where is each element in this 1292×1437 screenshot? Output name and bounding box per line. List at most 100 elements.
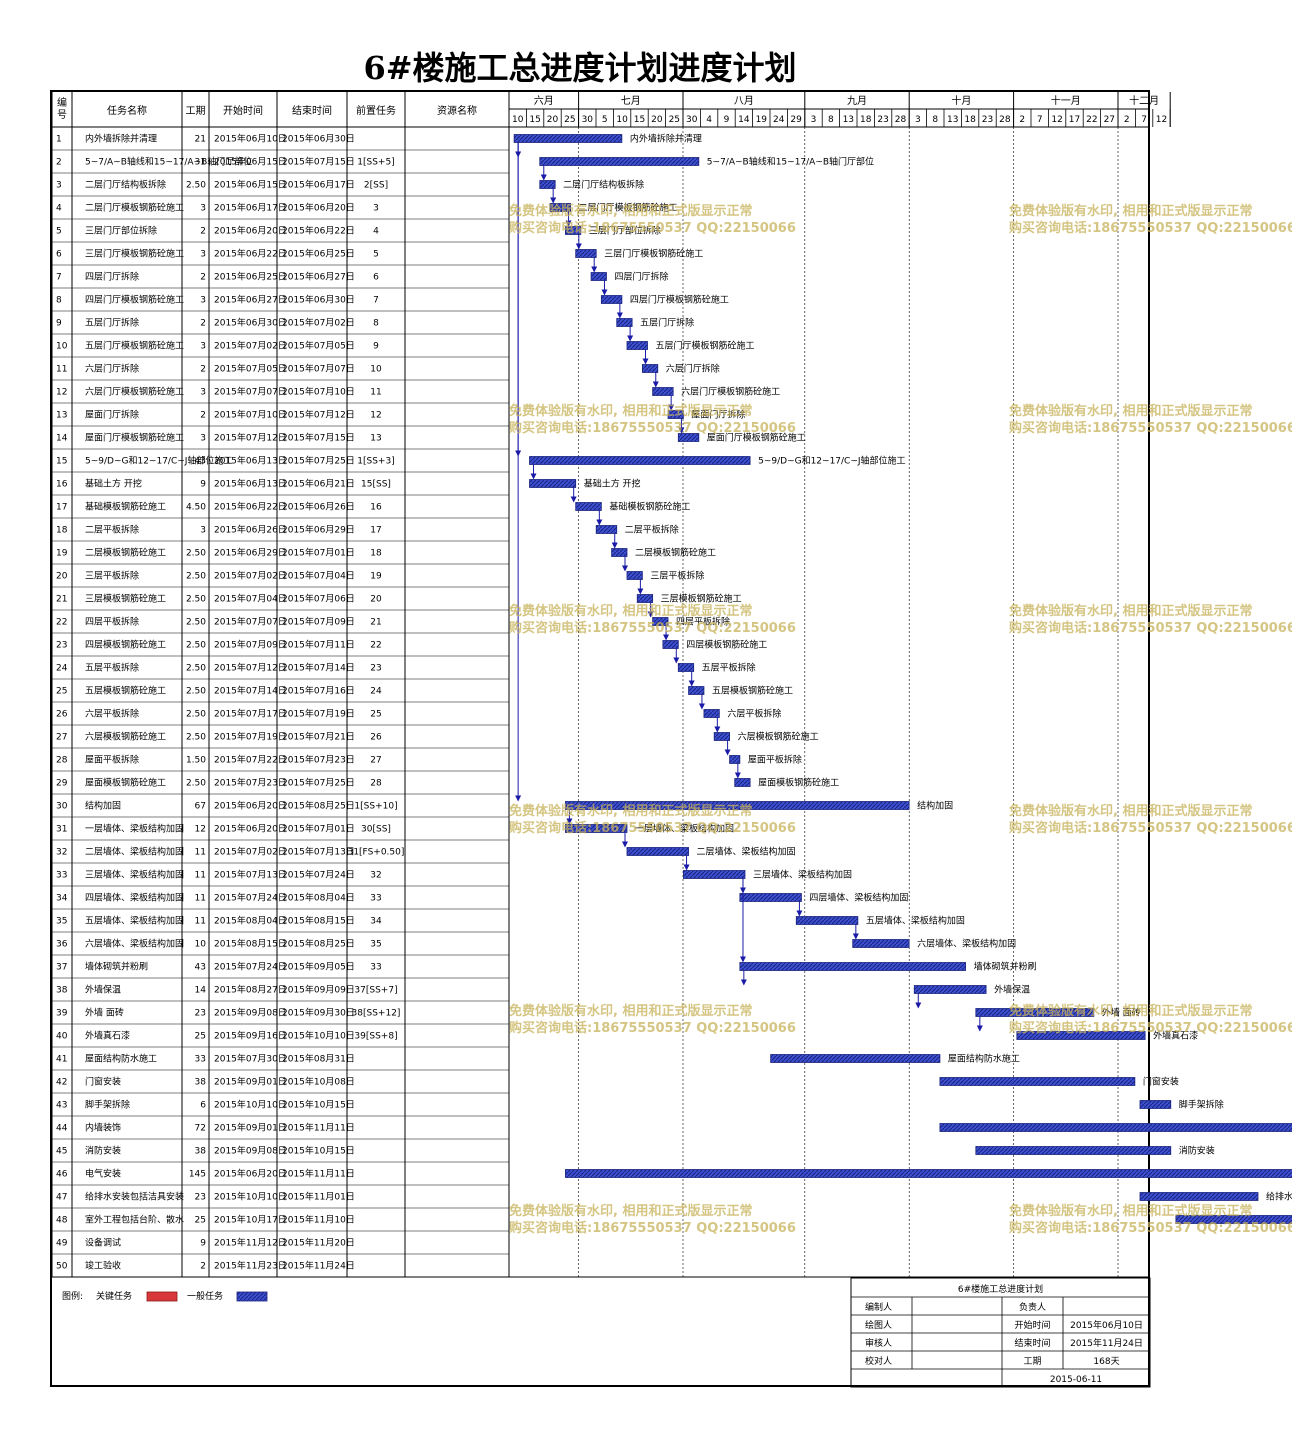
task-name: 三层门厅模板钢筋砼施工 (85, 248, 184, 260)
task-id: 5 (56, 227, 62, 237)
timeline-day: 3 (915, 115, 921, 125)
gantt-bar (770, 1054, 941, 1063)
timeline-day: 13 (843, 115, 854, 125)
info-cell: 编制人 (865, 1301, 892, 1313)
column-header-res: 资源名称 (437, 104, 477, 117)
task-duration: 2.50 (186, 572, 206, 582)
task-start: 2015年06月13日 (214, 455, 287, 467)
timeline-month: 八月 (734, 95, 754, 107)
gantt-bar (1139, 1100, 1172, 1109)
task-predecessor: 2[SS] (364, 181, 388, 191)
page-title: 6#楼施工总进度计划进度计划 (363, 49, 797, 87)
task-name: 五层模板钢筋砼施工 (85, 685, 166, 697)
task-duration: 2.50 (186, 664, 206, 674)
task-id: 42 (56, 1078, 67, 1088)
task-name: 5~7/A~B轴线和15~17/A~B轴门厅部位 (85, 156, 252, 168)
task-id: 2 (56, 158, 62, 168)
gantt-bar-label: 屋面模板钢筋砼施工 (758, 777, 839, 789)
task-name: 三层门厅部位拆除 (85, 225, 157, 237)
watermark-line-1: 免费体验版有水印, 相用和正式版显示正常 (509, 803, 752, 819)
task-start: 2015年06月20日 (214, 1168, 287, 1180)
gantt-bar-label: 五层墙体、梁板结构加固 (866, 915, 965, 927)
task-predecessor: 5 (373, 250, 379, 260)
task-name: 消防安装 (85, 1145, 121, 1157)
timeline-day: 12 (1156, 115, 1167, 125)
task-name: 六层平板拆除 (85, 708, 139, 720)
info-cell: 绘图人 (865, 1319, 892, 1331)
task-name: 屋面门厅模板钢筋砼施工 (85, 432, 184, 444)
task-predecessor: 1[SS+3] (357, 457, 394, 467)
task-id: 30 (56, 802, 68, 812)
task-predecessor: 26 (370, 733, 382, 743)
gantt-bar (616, 318, 633, 327)
timeline-day: 8 (932, 115, 938, 125)
gantt-bar (734, 778, 751, 787)
gantt-bar-label: 六层门厅模板钢筋砼施工 (681, 386, 780, 398)
column-header-start: 开始时间 (223, 104, 263, 117)
task-finish: 2015年07月12日 (282, 409, 355, 421)
watermark-line-2: 购买咨询电话:18675550537 QQ:22150066 (509, 220, 796, 236)
gantt-bar (565, 226, 582, 235)
gantt-bar-label: 5~7/A~B轴线和15~17/A~B轴门厅部位 (707, 156, 874, 168)
gantt-bar-label: 二层模板钢筋砼施工 (635, 547, 716, 559)
task-start: 2015年09月01日 (214, 1076, 287, 1088)
legend-critical-label: 关键任务 (96, 1290, 132, 1302)
task-duration: 2.50 (186, 733, 206, 743)
column-header-pred: 前置任务 (356, 104, 396, 117)
gantt-bar-label: 外墙保温 (994, 984, 1030, 996)
task-start: 2015年07月24日 (214, 892, 287, 904)
task-name: 内墙装饰 (85, 1122, 121, 1134)
info-box (850, 1277, 1151, 1388)
gantt-bar (652, 617, 669, 626)
task-start: 2015年10月10日 (214, 1099, 287, 1111)
gantt-bar-label: 三层平板拆除 (650, 570, 704, 582)
timeline-day: 28 (895, 115, 907, 125)
task-id: 21 (56, 595, 67, 605)
gantt-bar-label: 四层平板拆除 (676, 616, 730, 628)
gantt-bar-label: 二层平板拆除 (625, 524, 679, 536)
column-header-name: 任务名称 (107, 104, 147, 117)
gantt-bar-label: 基础土方 开挖 (584, 478, 641, 490)
task-start: 2015年06月22日 (214, 248, 287, 260)
task-name: 三层模板钢筋砼施工 (85, 593, 166, 605)
timeline-month: 十二月 (1129, 94, 1159, 107)
task-id: 4 (56, 204, 62, 214)
task-duration: 2 (200, 319, 206, 329)
task-start: 2015年06月10日 (214, 133, 287, 145)
task-id: 25 (56, 687, 67, 697)
task-finish: 2015年07月25日 (282, 455, 355, 467)
info-cell: 168天 (1093, 1357, 1119, 1367)
task-finish: 2015年07月15日 (282, 432, 355, 444)
task-start: 2015年07月12日 (214, 432, 287, 444)
task-predecessor: 21 (370, 618, 381, 628)
task-predecessor: 16 (370, 503, 382, 513)
task-start: 2015年11月12日 (214, 1237, 287, 1249)
info-cell: 开始时间 (1014, 1319, 1050, 1331)
gantt-bar (662, 640, 679, 649)
legend-critical-swatch (146, 1291, 178, 1302)
task-finish: 2015年06月30日 (282, 133, 355, 145)
gantt-bar-label: 四层门厅拆除 (614, 271, 668, 283)
gantt-bar-label: 屋面结构防水施工 (948, 1053, 1020, 1065)
task-finish: 2015年11月11日 (282, 1122, 355, 1134)
timeline-day: 28 (999, 115, 1011, 125)
gantt-bar-label: 内外墙拆除并清理 (630, 133, 702, 145)
gantt-bar (575, 249, 597, 258)
task-name: 基础土方 开挖 (85, 478, 142, 490)
timeline-day: 7 (1037, 115, 1043, 125)
task-id: 11 (56, 365, 67, 375)
watermark-line-2: 购买咨询电话:18675550537 QQ:22150066 (509, 420, 796, 436)
task-id: 37 (56, 963, 67, 973)
task-finish: 2015年10月10日 (282, 1030, 355, 1042)
task-id: 27 (56, 733, 67, 743)
task-duration: 25 (195, 1216, 206, 1226)
gantt-bar (513, 134, 623, 143)
task-duration: 9 (200, 480, 206, 490)
gantt-bar-label: 基础模板钢筋砼施工 (609, 501, 690, 513)
task-duration: 6 (200, 1101, 206, 1111)
task-name: 给排水安装包括洁具安装 (85, 1191, 184, 1203)
timeline-day: 27 (1104, 115, 1115, 125)
task-start: 2015年06月15日 (214, 179, 287, 191)
task-name: 二层门厅模板钢筋砼施工 (85, 202, 184, 214)
task-finish: 2015年06月26日 (282, 501, 355, 513)
